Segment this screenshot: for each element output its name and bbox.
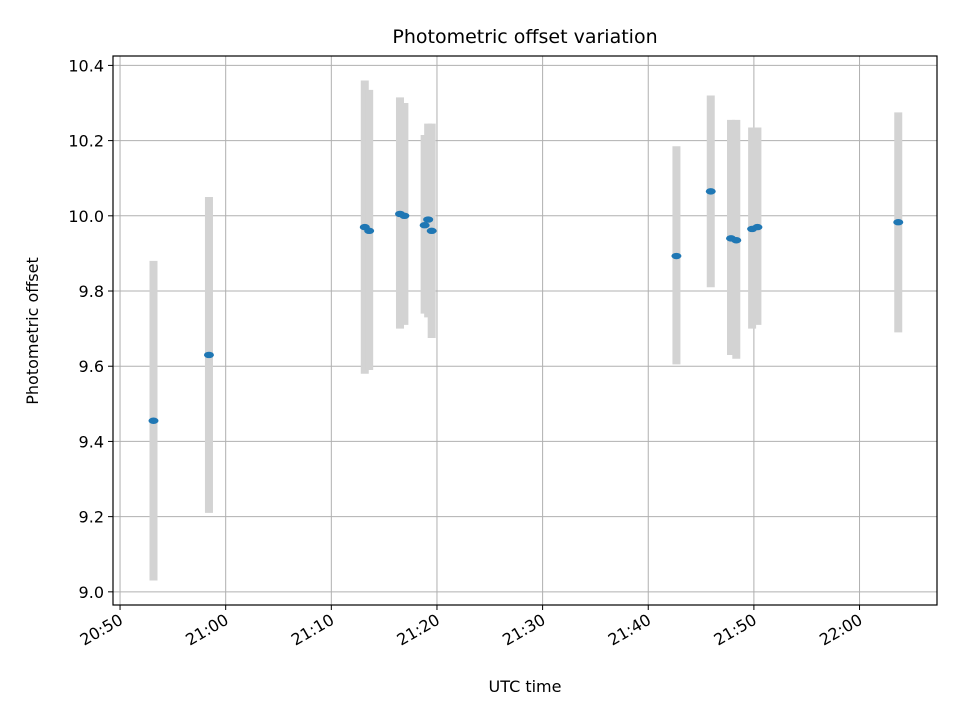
data-point xyxy=(419,222,430,229)
data-point xyxy=(731,237,742,244)
y-tick-label: 10.2 xyxy=(68,132,104,151)
y-tick-label: 9.8 xyxy=(79,282,104,301)
y-tick-label: 9.0 xyxy=(79,583,104,602)
data-points xyxy=(148,188,904,424)
y-tick-label: 9.6 xyxy=(79,357,104,376)
y-tick-label: 10.0 xyxy=(68,207,104,226)
data-point xyxy=(705,188,716,195)
y-axis-ticks: 9.0 9.2 9.4 9.6 9.8 10.0 10.2 10.4 xyxy=(68,56,113,602)
data-point xyxy=(426,227,437,235)
plot-frame xyxy=(112,55,938,606)
y-tick-label: 9.2 xyxy=(79,508,104,527)
data-point xyxy=(893,219,904,226)
y-tick-label: 10.4 xyxy=(68,56,104,75)
data-point xyxy=(752,223,763,231)
y-tick-label: 9.4 xyxy=(79,432,104,451)
data-point xyxy=(671,252,682,260)
chart-title: Photometric offset variation xyxy=(392,26,657,48)
x-axis-label: UTC time xyxy=(489,677,562,696)
y-axis-label: Photometric offset xyxy=(23,257,42,405)
data-point xyxy=(364,227,375,235)
data-point xyxy=(148,417,159,424)
data-point xyxy=(399,212,410,220)
grid xyxy=(113,56,937,605)
data-point xyxy=(423,216,434,223)
data-point xyxy=(203,351,214,359)
